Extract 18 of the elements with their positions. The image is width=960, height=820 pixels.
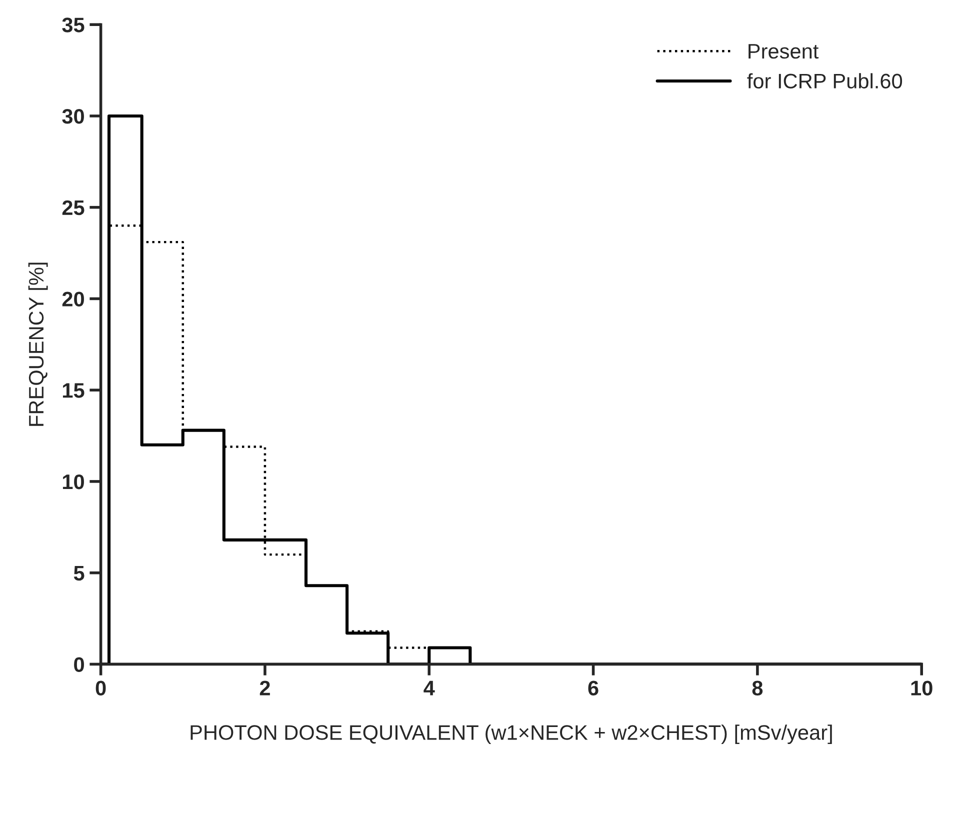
x-tick-label: 6 xyxy=(588,680,598,696)
y-tick-label: 5 xyxy=(74,566,84,581)
x-tick-label: 0 xyxy=(96,680,106,696)
y-tick-label: 25 xyxy=(62,200,84,216)
x-tick-label: 2 xyxy=(260,680,270,696)
x-tick-label: 10 xyxy=(911,680,932,696)
y-tick-label: 0 xyxy=(74,657,84,672)
x-tick-label: 4 xyxy=(424,680,435,696)
y-tick-label: 35 xyxy=(62,18,84,32)
y-tick-label: 10 xyxy=(62,474,84,490)
x-tick-label: 8 xyxy=(752,680,763,696)
legend-label: Present xyxy=(748,44,819,59)
legend-label: for ICRP Publ.60 xyxy=(747,73,902,88)
y-tick-label: 15 xyxy=(62,383,84,398)
x-axis-title: PHOTON DOSE EQUIVALENT (w1×NECK + w2×CHEST) [mSv/year] xyxy=(190,724,832,744)
y-axis-title: FREQUENCY [%] xyxy=(28,262,48,426)
y-tick-label: 20 xyxy=(62,292,84,306)
y-tick-label: 30 xyxy=(62,108,84,124)
